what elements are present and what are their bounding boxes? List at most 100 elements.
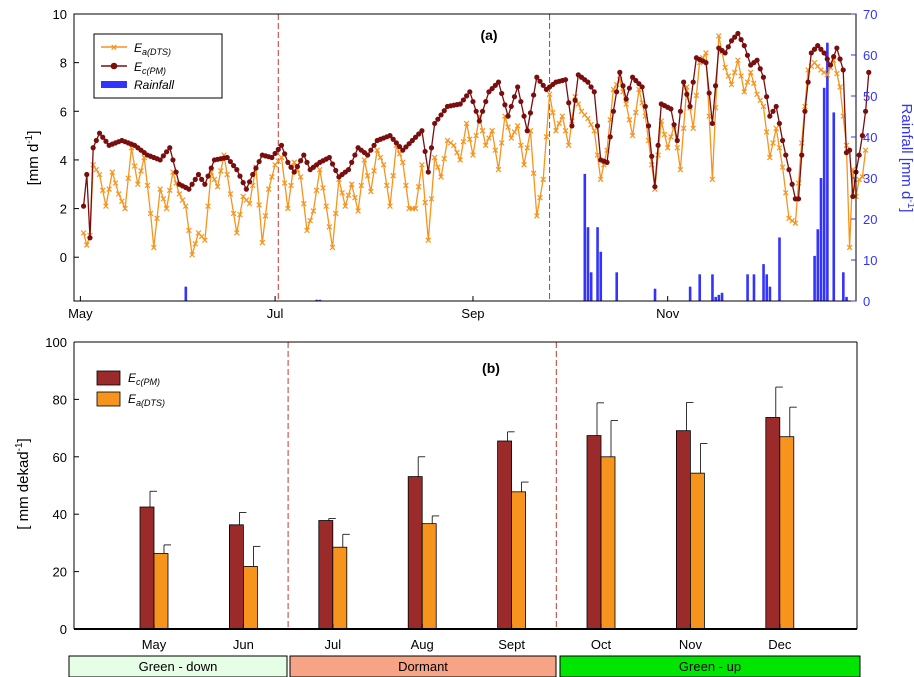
phase-green-up-box bbox=[559, 655, 861, 677]
ec-pm-point bbox=[333, 167, 339, 174]
ea-dts-point bbox=[227, 191, 234, 197]
ec-pm-point bbox=[527, 110, 534, 116]
ec-pm-point bbox=[591, 89, 597, 95]
ec-pm-point bbox=[754, 57, 760, 63]
ec-pm-point bbox=[470, 98, 476, 105]
ec-pm-point bbox=[773, 103, 779, 110]
rainfall-bar bbox=[813, 255, 816, 301]
y-tick-label: 40 bbox=[53, 507, 67, 522]
category-label: Dec bbox=[768, 637, 792, 652]
ea-dts-point bbox=[668, 134, 674, 140]
ec-pm-point bbox=[186, 186, 192, 192]
ea-dts-point bbox=[524, 144, 531, 151]
ea-bar bbox=[242, 566, 258, 630]
ea-dts-point bbox=[738, 73, 744, 79]
ec-pm-point bbox=[224, 154, 230, 161]
ec-pm-point bbox=[463, 93, 470, 99]
phase-green-down-box bbox=[68, 655, 288, 677]
ea-dts-point bbox=[304, 227, 310, 234]
ea-dts-point bbox=[93, 166, 100, 173]
ec-pm-point bbox=[352, 152, 358, 158]
rainfall-bar bbox=[832, 112, 836, 302]
rainfall-tick-label: 10 bbox=[863, 253, 877, 268]
panel-b: 0 20 40 60 80 100 May Jun Jul Aug Sept Oct Nov Dec (… bbox=[14, 335, 858, 652]
ea-dts-point bbox=[358, 182, 365, 189]
ec-pm-point bbox=[400, 147, 406, 153]
ec-pm-point bbox=[282, 151, 288, 157]
ec-pm-point bbox=[837, 56, 843, 62]
ea-dts-point bbox=[144, 182, 151, 189]
ea-dts-point bbox=[291, 159, 298, 166]
rainfall-bar bbox=[762, 264, 765, 301]
ea-dts-point bbox=[559, 113, 566, 119]
ea-dts-point bbox=[451, 142, 457, 149]
ea-dts-point bbox=[300, 200, 307, 207]
ea-dts-point bbox=[454, 149, 460, 156]
ec-pm-point bbox=[495, 79, 502, 85]
ea-dts-point bbox=[259, 239, 266, 246]
period-divider-lines bbox=[277, 14, 551, 301]
ec-pm-point bbox=[100, 134, 106, 140]
ea-dts-point bbox=[703, 50, 709, 56]
ec-pm-point bbox=[253, 165, 259, 171]
ea-dts-point bbox=[489, 127, 495, 134]
ea-dts-point bbox=[722, 64, 728, 71]
ea-dts-point bbox=[415, 183, 422, 190]
ec-pm-point bbox=[441, 108, 447, 114]
ec-pm-point bbox=[681, 79, 687, 85]
phase-green-up-label: Green - up bbox=[679, 659, 741, 674]
rainfall-tick-label: 0 bbox=[863, 294, 870, 309]
ea-bar bbox=[153, 553, 169, 630]
panel-a-label: (a) bbox=[480, 27, 497, 43]
ea-dts-point bbox=[428, 196, 435, 202]
ea-bar bbox=[690, 472, 705, 630]
ec-pm-point bbox=[163, 149, 170, 155]
ea-dts-point bbox=[460, 138, 467, 145]
ea-dts-point bbox=[556, 120, 562, 127]
ec-pm-point bbox=[409, 137, 415, 144]
ec-pm-point bbox=[671, 122, 677, 128]
panel-a-plot-frame bbox=[73, 13, 857, 302]
ea-dts-point bbox=[425, 237, 432, 244]
ea-dts-point bbox=[779, 164, 786, 171]
panel-a-y-axis: 0 2 4 6 8 10 bbox=[53, 7, 79, 265]
rainfall-tick-label: 70 bbox=[863, 7, 877, 22]
ea-dts-point bbox=[374, 147, 381, 154]
ec-pm-point bbox=[502, 102, 508, 108]
ec-pm-point bbox=[594, 123, 601, 129]
phase-green-down-label: Green - down bbox=[139, 659, 218, 674]
ec-pm-point bbox=[272, 150, 278, 157]
ec-pm-point bbox=[639, 84, 645, 90]
ec-pm-point bbox=[403, 144, 409, 150]
period-divider-lines-b bbox=[287, 342, 557, 629]
rainfall-bar bbox=[688, 286, 692, 301]
ea-dts-point bbox=[498, 140, 505, 146]
ea-dts-point bbox=[256, 202, 262, 208]
ea-dts-point bbox=[115, 191, 122, 197]
x-tick-label: Jul bbox=[267, 306, 284, 321]
ec-pm-point bbox=[652, 184, 658, 190]
y-tick-label: 80 bbox=[53, 392, 67, 407]
ec-bar bbox=[497, 440, 513, 630]
ea-dts-point bbox=[230, 210, 237, 217]
ec-pm-point bbox=[642, 103, 648, 110]
ea-dts-point bbox=[262, 213, 269, 219]
ec-pm-point bbox=[473, 108, 479, 114]
ea-dts-point bbox=[709, 176, 716, 183]
ea-dts-point bbox=[518, 142, 524, 149]
rainfall-tick-label: 50 bbox=[863, 89, 877, 104]
y-tick-label: 20 bbox=[53, 565, 67, 580]
ec-pm-point bbox=[566, 100, 572, 106]
panel-a-legend: × Ea(DTS) Ec(PM) Rainfall bbox=[93, 33, 223, 99]
ea-dts-point bbox=[725, 73, 732, 79]
ea-dts-point bbox=[419, 161, 425, 168]
ea-dts-point bbox=[715, 33, 722, 39]
ec-pm-point bbox=[674, 137, 680, 144]
ea-dts-point bbox=[83, 242, 90, 248]
ea-dts-point bbox=[751, 80, 757, 87]
ea-dts-point bbox=[846, 244, 853, 251]
legend-ea-label: Ea(DTS) bbox=[134, 41, 171, 57]
ec-pm-point bbox=[677, 108, 684, 114]
panel-a-x-axis: May Jul Sep Nov bbox=[68, 296, 680, 321]
ec-pm-point bbox=[725, 44, 731, 50]
